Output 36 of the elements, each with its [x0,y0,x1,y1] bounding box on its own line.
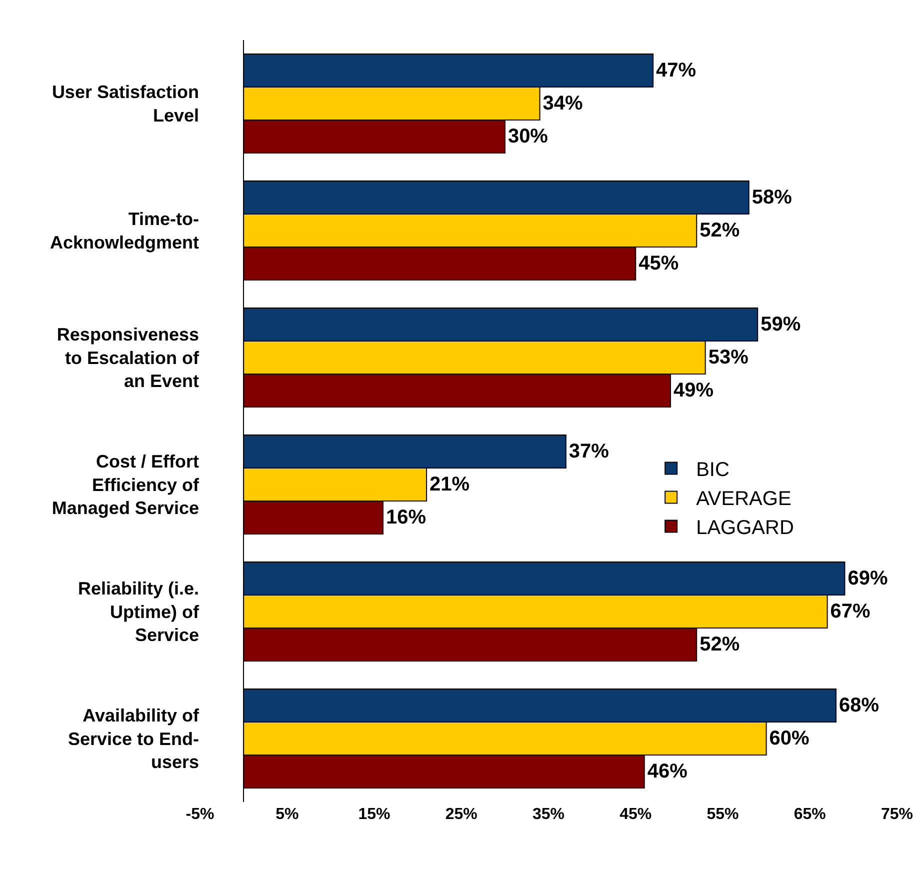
x-tick-label: 5% [276,806,299,823]
y-tick-label: Reliability (i.e. Uptime) of Service [78,578,200,646]
data-label: 37% [568,440,610,462]
data-label: 53% [708,346,749,368]
data-label: 34% [542,92,584,114]
data-label: 45% [638,252,679,275]
x-tick-label: 35% [532,806,565,823]
data-label: 21% [430,474,470,496]
x-tick-label: 55% [706,806,739,823]
y-tick-label: User Satisfaction Level [52,82,199,126]
x-tick-label: -5% [186,806,214,823]
x-tick-label: 25% [445,806,478,823]
data-label: 59% [760,313,801,336]
data-label: 68% [839,694,880,716]
data-label: 52% [700,634,740,656]
x-tick-label: 75% [880,806,914,823]
data-label: 52% [700,220,740,242]
data-label: 46% [647,760,688,783]
legend-label: BIC [696,459,730,481]
legend-label: AVERAGE [696,488,792,510]
data-label: 58% [752,186,792,208]
x-tick-label: 15% [358,806,390,823]
data-label: 69% [848,567,888,590]
data-label: 16% [386,506,426,529]
legend-label: LAGGARD [696,517,794,539]
data-label: 49% [673,380,714,402]
data-label: 67% [830,600,871,622]
data-label: 47% [656,59,696,82]
x-tick-label: 45% [620,806,652,823]
y-tick-label: Cost / Effort Efficiency of Managed Service [52,451,200,518]
data-label: 30% [508,126,548,148]
y-tick-label: Availability of Service to End- users [68,705,200,772]
y-tick-label: Time-to- Acknowledgment [50,209,199,252]
x-tick-label: 65% [794,806,826,823]
data-label: 60% [769,728,810,750]
y-tick-label: Responsiveness to Escalation of an Event [56,324,200,392]
